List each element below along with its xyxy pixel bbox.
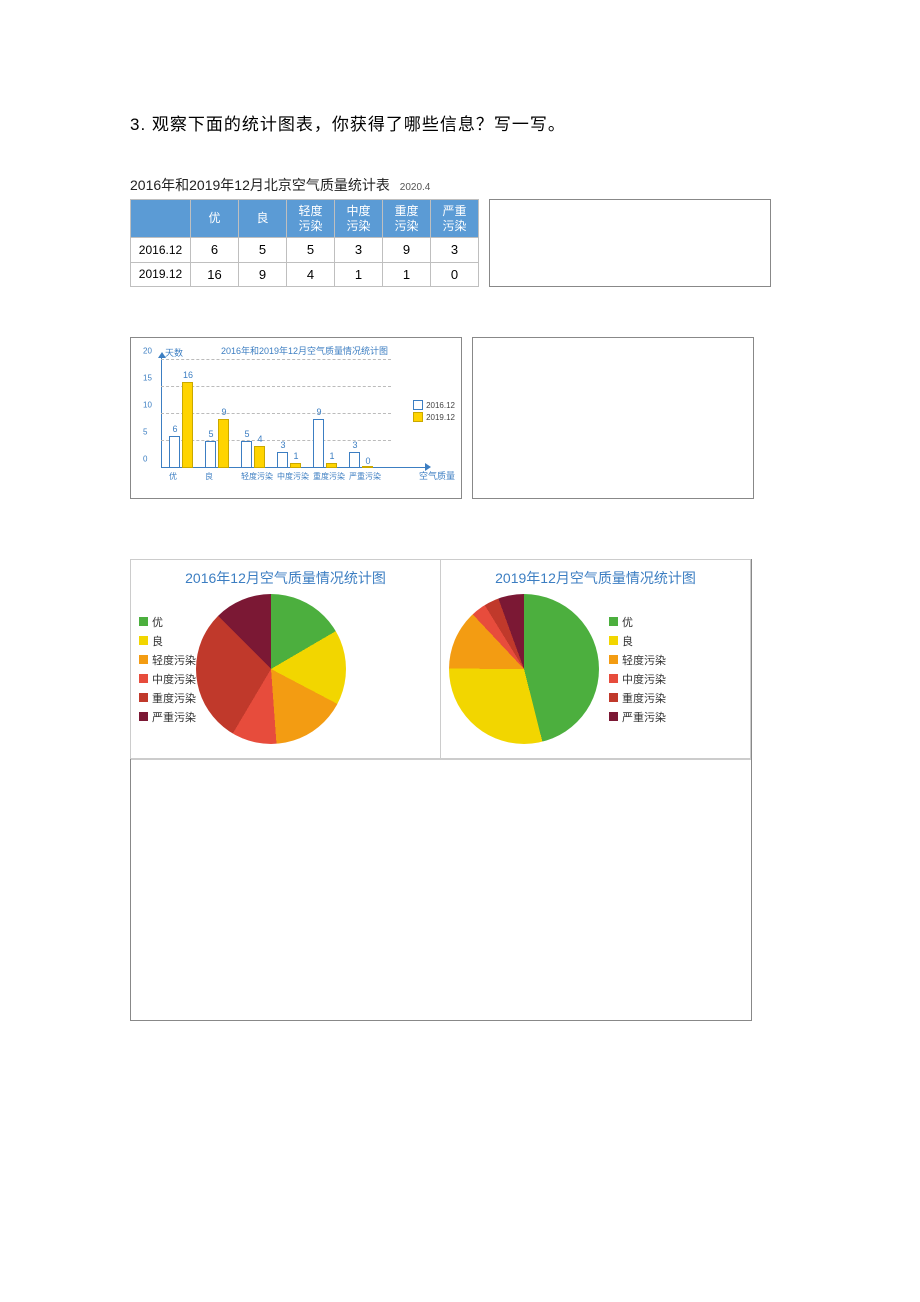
bar bbox=[182, 382, 193, 468]
pie-legend-item: 中度污染 bbox=[139, 671, 196, 687]
bar bbox=[241, 441, 252, 468]
table-row-label: 2016.12 bbox=[131, 238, 191, 263]
answer-box-1 bbox=[489, 199, 771, 287]
pie-left-title: 2016年12月空气质量情况统计图 bbox=[139, 568, 432, 588]
table-cell: 6 bbox=[191, 238, 239, 263]
table-caption: 2016年和2019年12月北京空气质量统计表 2020.4 bbox=[130, 175, 790, 195]
bar-chart-ytick: 20 bbox=[143, 347, 152, 356]
pie-legend-item: 良 bbox=[139, 633, 196, 649]
table-caption-sub: 2020.4 bbox=[400, 182, 431, 193]
bar-chart-category-label: 严重污染 bbox=[349, 471, 381, 482]
pie-legend-item: 中度污染 bbox=[609, 671, 666, 687]
table-header: 优 bbox=[191, 200, 239, 238]
bar-chart-y-label: 天数 bbox=[165, 346, 183, 359]
table-cell: 1 bbox=[383, 262, 431, 287]
pie-right-legend: 优良轻度污染中度污染重度污染严重污染 bbox=[609, 611, 666, 728]
table-cell: 16 bbox=[191, 262, 239, 287]
table-header: 轻度污染 bbox=[287, 200, 335, 238]
table-header: 良 bbox=[239, 200, 287, 238]
pie-legend-item: 良 bbox=[609, 633, 666, 649]
bar-value-label: 9 bbox=[309, 407, 329, 417]
answer-box-3 bbox=[131, 759, 751, 1020]
bar-value-label: 1 bbox=[286, 451, 306, 461]
table-cell: 4 bbox=[287, 262, 335, 287]
bar bbox=[254, 446, 265, 468]
bar-value-label: 1 bbox=[322, 451, 342, 461]
answer-box-2 bbox=[472, 337, 754, 499]
pie-right-cell: 2019年12月空气质量情况统计图 优良轻度污染中度污染重度污染严重污染 bbox=[440, 559, 751, 759]
bar-chart-category-label: 优 bbox=[169, 471, 177, 482]
pie-legend-item: 优 bbox=[609, 614, 666, 630]
bar-value-label: 4 bbox=[250, 434, 270, 444]
bar-chart-category-label: 良 bbox=[205, 471, 213, 482]
pie-legend-item: 优 bbox=[139, 614, 196, 630]
pie-legend-item: 严重污染 bbox=[139, 709, 196, 725]
pie-right-title: 2019年12月空气质量情况统计图 bbox=[449, 568, 742, 588]
table-cell: 3 bbox=[431, 238, 479, 263]
bar-chart-legend-item: 2019.12 bbox=[413, 412, 455, 422]
bar bbox=[313, 419, 324, 468]
bar-chart-ytick: 15 bbox=[143, 374, 152, 383]
pie-left-cell: 2016年12月空气质量情况统计图 优良轻度污染中度污染重度污染严重污染 bbox=[130, 559, 441, 759]
table-cell: 0 bbox=[431, 262, 479, 287]
pie-legend-item: 严重污染 bbox=[609, 709, 666, 725]
bar bbox=[326, 463, 337, 468]
bar bbox=[205, 441, 216, 468]
bar bbox=[218, 419, 229, 468]
bar-value-label: 16 bbox=[178, 370, 198, 380]
table-cell: 5 bbox=[287, 238, 335, 263]
table-header-blank bbox=[131, 200, 191, 238]
table-cell: 9 bbox=[239, 262, 287, 287]
bar-value-label: 3 bbox=[345, 440, 365, 450]
question-text: 3. 观察下面的统计图表，你获得了哪些信息？写一写。 bbox=[130, 110, 790, 135]
pie-left-chart bbox=[196, 594, 346, 744]
pie-right-chart bbox=[449, 594, 599, 744]
bar bbox=[169, 436, 180, 468]
table-cell: 3 bbox=[335, 238, 383, 263]
bar-chart-legend-item: 2016.12 bbox=[413, 400, 455, 410]
bar-chart-ytick: 10 bbox=[143, 401, 152, 410]
pie-panel: 2016年12月空气质量情况统计图 优良轻度污染中度污染重度污染严重污染 201… bbox=[130, 559, 752, 1021]
table-caption-main: 2016年和2019年12月北京空气质量统计表 bbox=[130, 177, 390, 193]
bar-value-label: 9 bbox=[214, 407, 234, 417]
pie-legend-item: 轻度污染 bbox=[139, 652, 196, 668]
table-cell: 5 bbox=[239, 238, 287, 263]
pie-legend-item: 重度污染 bbox=[609, 690, 666, 706]
bar-chart-title: 2016年和2019年12月空气质量情况统计图 bbox=[221, 344, 388, 357]
bar bbox=[362, 466, 373, 468]
table-cell: 9 bbox=[383, 238, 431, 263]
pie-legend-item: 轻度污染 bbox=[609, 652, 666, 668]
table-header: 中度污染 bbox=[335, 200, 383, 238]
pie-legend-item: 重度污染 bbox=[139, 690, 196, 706]
pie-left-legend: 优良轻度污染中度污染重度污染严重污染 bbox=[139, 611, 196, 728]
bar-chart-ytick: 5 bbox=[143, 428, 147, 437]
table-header: 严重污染 bbox=[431, 200, 479, 238]
bar-chart-category-label: 轻度污染 bbox=[241, 471, 273, 482]
bar-value-label: 3 bbox=[273, 440, 293, 450]
table-header: 重度污染 bbox=[383, 200, 431, 238]
bar-chart-category-label: 重度污染 bbox=[313, 471, 345, 482]
bar-chart-category-label: 中度污染 bbox=[277, 471, 309, 482]
bar-chart-legend: 2016.12 2019.12 bbox=[413, 398, 455, 424]
bar-value-label: 0 bbox=[358, 456, 378, 466]
table-cell: 1 bbox=[335, 262, 383, 287]
air-quality-table: 优良轻度污染中度污染重度污染严重污染 2016.126553932019.121… bbox=[130, 199, 479, 287]
bar-chart-ytick: 0 bbox=[143, 455, 147, 464]
bar-chart-y-axis bbox=[161, 356, 162, 468]
bar bbox=[290, 463, 301, 468]
table-row-label: 2019.12 bbox=[131, 262, 191, 287]
bar-chart: 天数 2016年和2019年12月空气质量情况统计图 05101520616优5… bbox=[130, 337, 462, 499]
bar-chart-x-label: 空气质量 bbox=[419, 469, 455, 482]
